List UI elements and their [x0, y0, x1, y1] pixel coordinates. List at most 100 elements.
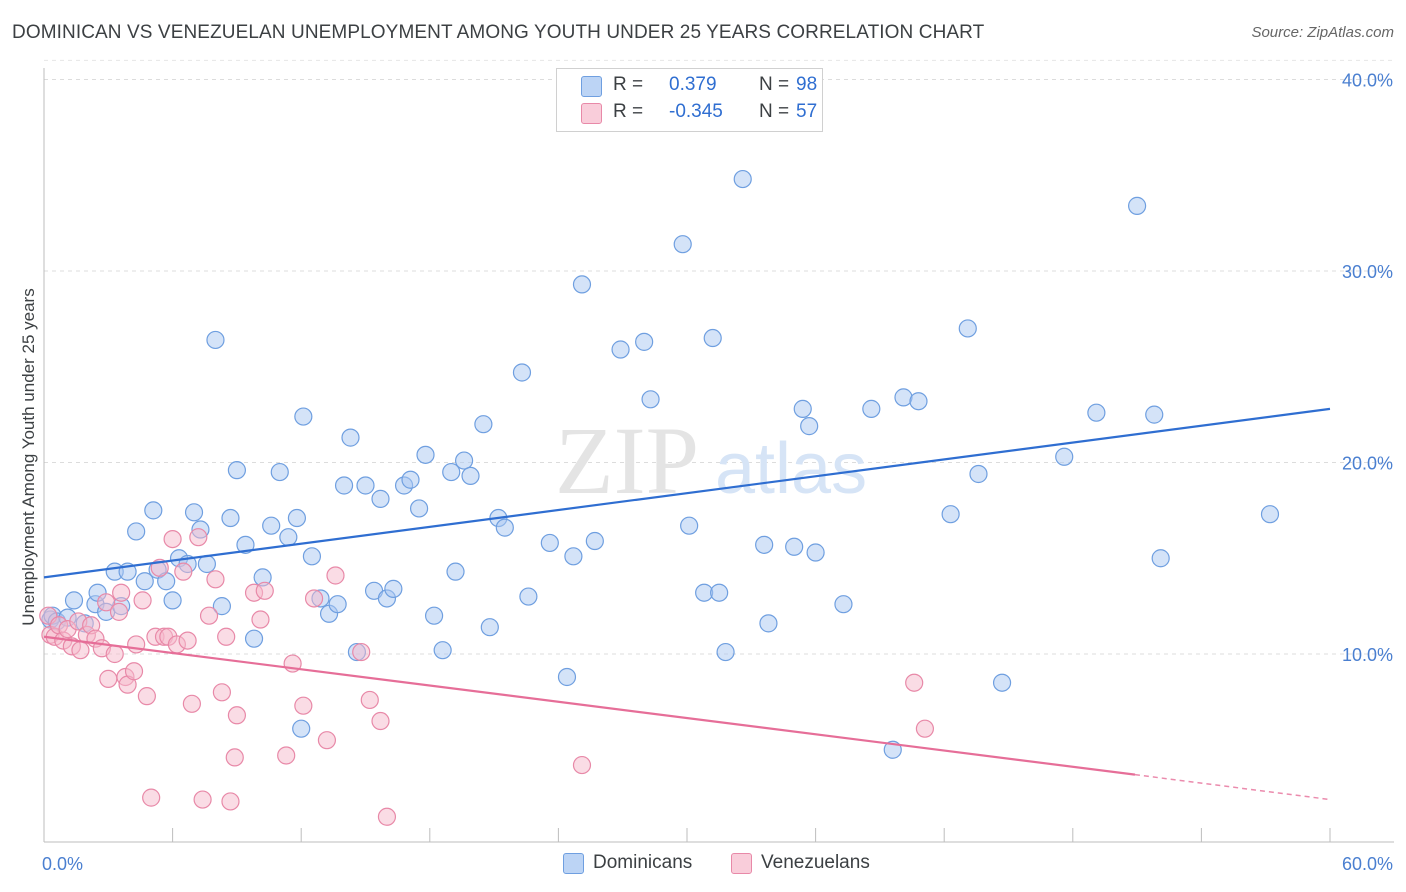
y-tick-label: 30.0% [1342, 262, 1393, 282]
dominican-point [227, 461, 246, 480]
dominican-point [341, 428, 360, 447]
dominican-point [793, 399, 812, 418]
venezuelan-point [221, 792, 240, 811]
venezuelan-point [225, 748, 244, 767]
venezuelan-point [99, 669, 118, 688]
dominican-point [540, 533, 559, 553]
venezuelan-point [915, 719, 935, 738]
dominican-point [127, 522, 146, 541]
dominican-point [1145, 405, 1164, 424]
dominican-point [785, 537, 804, 556]
venezuelan-point [112, 583, 131, 602]
dominican-point [519, 587, 538, 606]
dominican-point [512, 363, 532, 382]
bottom-legend-label: Dominicans [593, 852, 693, 873]
trend-lines [43, 407, 1331, 801]
legend-r-value: -0.345 [669, 101, 723, 122]
dominican-point [480, 618, 499, 637]
bottom-legend-label: Venezuelans [761, 852, 870, 873]
dominican-point [474, 415, 493, 434]
dominican-point [184, 503, 204, 522]
dominican-point [328, 595, 347, 614]
venezuelan-point [178, 631, 197, 650]
venezuelan-point [326, 566, 345, 585]
dominican-point [862, 399, 881, 418]
dominican-point [673, 235, 692, 254]
dominican-point [454, 451, 474, 470]
venezuelan-point [352, 642, 371, 662]
bottom-legend-swatch-dominicans [563, 853, 584, 874]
dominican-point [969, 464, 988, 484]
dominican-point [806, 543, 825, 562]
dominican-point [1260, 505, 1280, 524]
y-tick-label: 10.0% [1342, 645, 1393, 665]
x-tick-label: 0.0% [42, 854, 83, 874]
venezuelan-point [206, 570, 225, 589]
x-tick-label: 60.0% [1342, 854, 1393, 874]
venezuelan-point [124, 662, 144, 681]
source-label: Source: ZipAtlas.com [1251, 24, 1394, 41]
gridlines [44, 59, 1394, 655]
dominican-point [1151, 549, 1170, 568]
dominican-point [461, 466, 480, 486]
dominican-point [292, 719, 311, 738]
dominican-point [446, 562, 465, 581]
dominican-point [424, 606, 444, 625]
venezuelan-point [189, 528, 208, 547]
dominican-point [401, 470, 420, 489]
dominican-point [163, 591, 182, 610]
legend-n-label: N = [759, 101, 790, 122]
dominican-point [800, 417, 819, 436]
y-tick-label: 40.0% [1342, 71, 1393, 91]
watermark-zip: ZIP [555, 407, 699, 514]
venezuelan-trend-line-extension [1134, 773, 1331, 801]
venezuelan-point [377, 807, 397, 826]
venezuelan-point [212, 683, 231, 702]
legend-swatch-venezuelans [581, 103, 602, 124]
dominican-point [197, 554, 216, 574]
legend-r-label: R = [613, 74, 644, 95]
legend-n-value: 98 [796, 74, 818, 95]
legend-n-value: 57 [796, 101, 818, 122]
tick-labels: 10.0% 20.0% 30.0% 40.0% 0.0% 60.0% [42, 71, 1393, 875]
venezuelan-point [251, 610, 270, 629]
dominican-point [262, 516, 281, 535]
dominican-point [641, 390, 660, 409]
dominican-point [759, 614, 778, 633]
dominican-point [585, 531, 604, 551]
venezuelan-point [163, 529, 182, 549]
dominican-point [384, 579, 403, 598]
y-tick-label: 20.0% [1342, 454, 1393, 474]
dominican-point [64, 591, 84, 610]
venezuelan-point [137, 687, 156, 706]
dominican-point [703, 328, 722, 348]
dominican-point [755, 535, 774, 554]
venezuelan-point [371, 711, 390, 731]
venezuelan-point [360, 690, 379, 710]
dominican-point [909, 392, 928, 411]
legend-r-label: R = [613, 101, 644, 122]
dominican-point [244, 629, 264, 648]
dominican-point [371, 489, 390, 508]
dominican-point [144, 501, 163, 520]
venezuelan-point [255, 581, 274, 600]
dominican-point [416, 445, 435, 464]
dominican-point [1127, 196, 1147, 215]
dominican-point [409, 499, 429, 518]
venezuelan-point [217, 627, 236, 646]
dominican-point [834, 595, 853, 614]
venezuelan-point [199, 606, 219, 625]
venezuelan-point [133, 591, 152, 610]
dominican-point [442, 462, 461, 482]
dominican-point [270, 462, 289, 482]
dominican-point [557, 667, 577, 687]
venezuelan-point [142, 788, 161, 807]
chart-title: DOMINICAN VS VENEZUELAN UNEMPLOYMENT AMO… [12, 22, 985, 43]
venezuelan-point [572, 755, 592, 775]
dominican-point [356, 476, 375, 495]
dominican-point [1055, 447, 1074, 466]
axes [43, 68, 1394, 843]
venezuelan-point [109, 602, 129, 621]
venezuelan-point [182, 694, 201, 713]
